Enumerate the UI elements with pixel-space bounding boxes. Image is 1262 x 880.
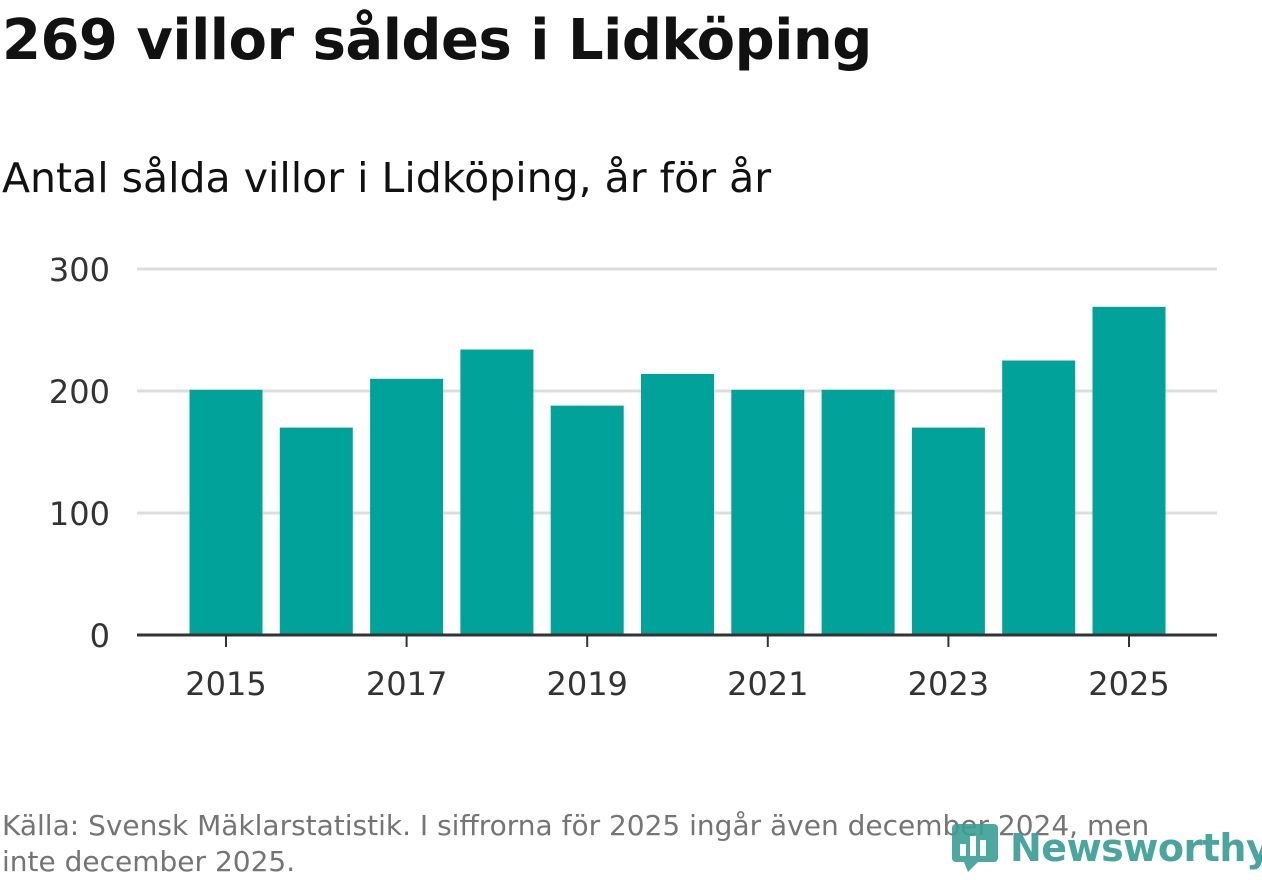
y-tick-label: 300	[49, 251, 110, 289]
chart-subtitle: Antal sålda villor i Lidköping, år för å…	[2, 154, 772, 202]
bar-2024	[1002, 360, 1076, 635]
newsworthy-logo-text: Newsworthy	[1010, 826, 1262, 870]
x-tick-label: 2019	[546, 665, 627, 703]
bar-2025	[1092, 306, 1166, 635]
y-tick-label: 100	[49, 495, 110, 533]
bar-2021	[731, 389, 805, 635]
bar-2017	[370, 378, 444, 635]
x-tick-label: 2021	[727, 665, 808, 703]
bar-2018	[460, 349, 534, 635]
bar-chart: 0 100 200 300 2015 2017 2019 2021 2023 2025	[49, 251, 1217, 703]
newsworthy-logo-icon	[952, 824, 998, 872]
y-axis-ticks: 0 100 200 300	[49, 251, 110, 655]
bars	[189, 306, 1166, 635]
chart-title: 269 villor såldes i Lidköping	[2, 8, 872, 73]
y-tick-label: 200	[49, 373, 110, 411]
bar-2023	[911, 427, 985, 635]
x-tick-label: 2015	[185, 665, 266, 703]
bar-2016	[279, 427, 353, 635]
bar-2019	[550, 405, 624, 635]
y-tick-label: 0	[90, 617, 110, 655]
bar-2020	[641, 373, 714, 635]
x-axis-ticks: 2015 2017 2019 2021 2023 2025	[185, 635, 1170, 703]
bar-2015	[189, 389, 263, 635]
x-tick-label: 2025	[1088, 665, 1169, 703]
newsworthy-logo: Newsworthy	[950, 820, 1262, 876]
x-tick-label: 2023	[908, 665, 989, 703]
x-tick-label: 2017	[366, 665, 447, 703]
bar-2022	[821, 389, 895, 635]
